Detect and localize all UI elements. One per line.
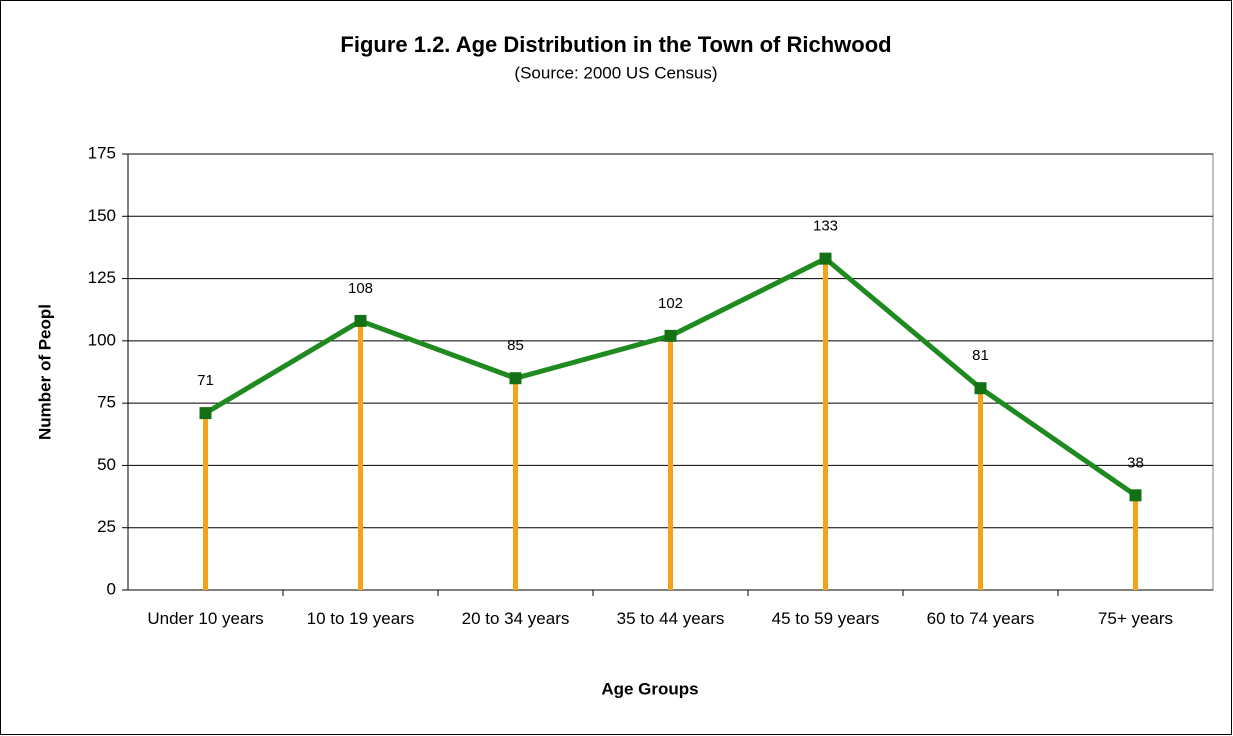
data-label: 108 <box>348 280 373 297</box>
y-axis-label: Number of Peopl <box>35 304 54 440</box>
x-tick-label: 20 to 34 years <box>461 609 570 628</box>
data-label: 133 <box>813 218 838 235</box>
x-tick-label: 35 to 44 years <box>616 609 725 628</box>
x-tick-label: 60 to 74 years <box>926 609 1035 628</box>
y-tick-label: 125 <box>88 268 116 287</box>
y-tick-label: 75 <box>97 393 116 412</box>
marker <box>354 314 367 327</box>
marker <box>974 382 987 395</box>
y-tick-label: 0 <box>107 579 116 598</box>
x-tick-label: 45 to 59 years <box>771 609 880 628</box>
chart-title: Figure 1.2. Age Distribution in the Town… <box>340 32 891 57</box>
data-label: 71 <box>197 372 214 389</box>
marker <box>199 407 212 420</box>
marker <box>819 252 832 265</box>
data-label: 85 <box>507 337 524 354</box>
marker <box>1129 489 1142 502</box>
y-tick-label: 175 <box>88 143 116 162</box>
x-tick-label: 10 to 19 years <box>306 609 415 628</box>
x-tick-label: Under 10 years <box>147 609 264 628</box>
chart-subtitle: (Source: 2000 US Census) <box>514 63 717 82</box>
marker <box>664 329 677 342</box>
y-tick-label: 100 <box>88 330 116 349</box>
y-tick-label: 50 <box>97 455 116 474</box>
x-axis-label: Age Groups <box>601 679 698 698</box>
data-label: 81 <box>972 347 989 364</box>
data-label: 102 <box>658 295 683 312</box>
x-tick-label: 75+ years <box>1097 609 1174 628</box>
y-tick-label: 25 <box>97 517 116 536</box>
marker <box>509 372 522 385</box>
y-tick-label: 150 <box>88 206 116 225</box>
data-label: 38 <box>1127 454 1144 471</box>
